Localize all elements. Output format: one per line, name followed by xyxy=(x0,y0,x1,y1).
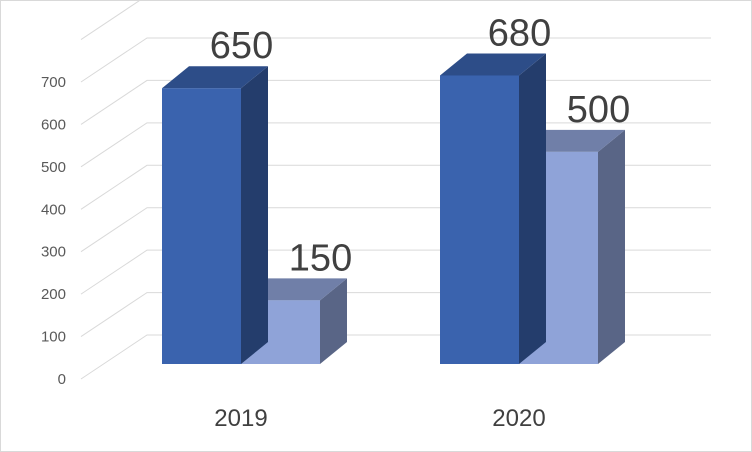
gridlines xyxy=(80,1,711,380)
bar-side-face xyxy=(598,129,625,364)
y-tick-label: 400 xyxy=(41,201,66,218)
y-tick-label: 600 xyxy=(41,116,66,133)
bar-top-face xyxy=(440,53,546,76)
data-label: 650 xyxy=(210,25,273,67)
bar xyxy=(162,66,268,364)
bar-side-face xyxy=(519,53,546,364)
gridline xyxy=(80,1,140,40)
y-axis-ticks: 0 100 200 300 400 500 600 700 xyxy=(41,74,66,388)
bar xyxy=(440,53,546,364)
bar-top-face xyxy=(162,66,268,89)
data-label: 500 xyxy=(567,89,630,131)
x-category-label: 2019 xyxy=(214,405,267,432)
bars xyxy=(162,53,625,364)
y-tick-label: 200 xyxy=(41,286,66,303)
y-tick-label: 100 xyxy=(41,329,66,346)
y-tick-label: 0 xyxy=(58,371,66,388)
x-axis-categories: 2019 2020 xyxy=(214,405,545,432)
bar-front-face xyxy=(440,75,519,364)
y-tick-label: 500 xyxy=(41,159,66,176)
bar-side-face xyxy=(320,278,347,364)
data-labels: 650 150 680 500 xyxy=(210,12,630,279)
y-tick-label: 300 xyxy=(41,244,66,261)
y-tick-label: 700 xyxy=(41,74,66,91)
data-label: 150 xyxy=(289,237,352,279)
bar-front-face xyxy=(162,88,241,364)
gridline xyxy=(80,37,711,83)
bar-side-face xyxy=(241,66,268,364)
data-label: 680 xyxy=(488,12,551,54)
x-category-label: 2020 xyxy=(492,405,545,432)
